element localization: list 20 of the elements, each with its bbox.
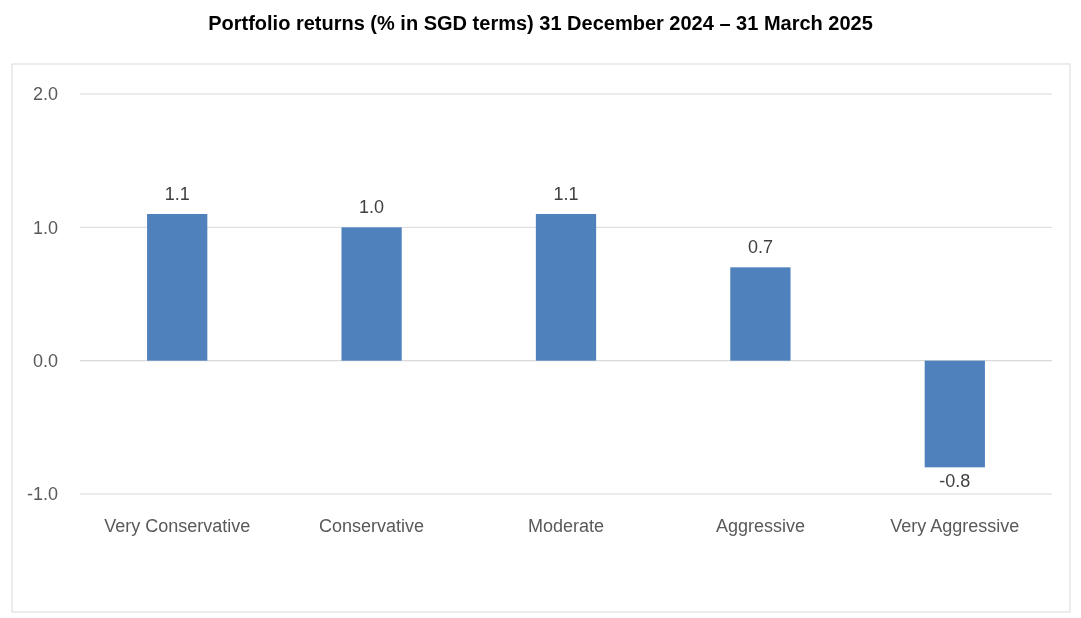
data-label: 0.7 [747, 237, 773, 258]
chart-title: Portfolio returns (% in SGD terms) 31 December 2024 – 31 March 2025 [208, 12, 873, 34]
x-tick-label: Very Aggressive [890, 516, 1020, 536]
x-tick-label: Aggressive [715, 516, 805, 536]
data-label: -0.8 [939, 471, 971, 492]
x-tick-label: Conservative [319, 516, 425, 536]
y-tick-label: 0.0 [32, 350, 58, 371]
y-tick-label: 2.0 [32, 84, 58, 105]
y-tick-label: 1.0 [32, 217, 58, 238]
data-label: 1.0 [359, 197, 385, 218]
x-tick-label: Very Conservative [104, 516, 251, 536]
bar [730, 267, 791, 361]
x-tick-label: Moderate [527, 516, 605, 536]
bar [341, 227, 402, 361]
bar [924, 360, 985, 468]
data-label: 1.1 [164, 184, 190, 204]
bar [147, 214, 208, 361]
data-label: 1.1 [553, 184, 579, 204]
y-tick-label: -1.0 [26, 484, 58, 505]
bar [535, 214, 597, 361]
